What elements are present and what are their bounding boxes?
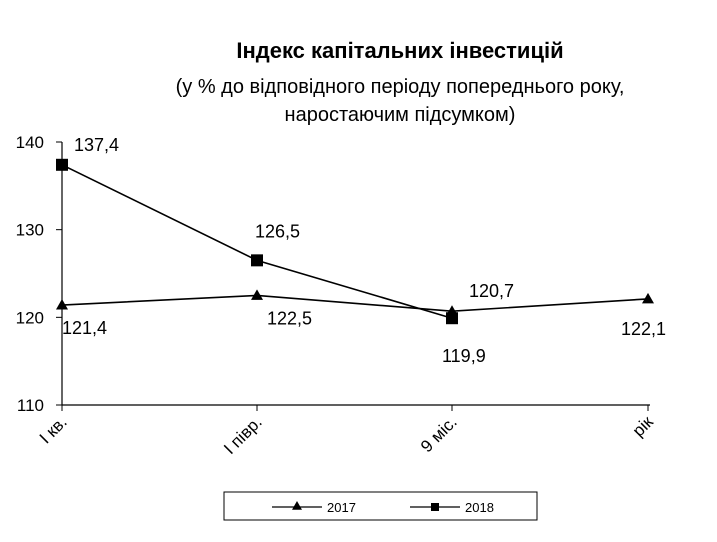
chart-subtitle-line-1: (у % до відповідного періоду попередньог… [175,76,625,98]
chart-legend: 2017 2018 [223,491,538,521]
y-tick-label: 130 [16,221,44,240]
point-marker-2017 [642,292,654,304]
chart-series-lines [61,164,649,319]
legend-label-2018: 2018 [465,500,494,515]
x-tick-label: І кв. [36,412,71,447]
chart-title: Індекс капітальних інвестицій [236,38,564,63]
chart-markers [56,158,654,325]
data-label-2017: 122,5 [267,308,312,328]
data-label-2017: 120,7 [469,281,514,301]
legend-marker-2017 [292,501,302,510]
legend-box [223,491,538,521]
y-tick-label: 140 [16,133,44,152]
point-marker-2018 [446,312,458,325]
chart-subtitle-line-2: наростаючим підсумком) [284,104,516,126]
chart-data-labels: 121,4 122,5 120,7 122,1 137,4 126,5 119,9 [62,135,666,366]
data-label-2017: 121,4 [62,318,107,338]
y-tick-label: 120 [16,308,44,327]
point-marker-2018 [251,254,263,267]
series-line-2017 [61,294,649,312]
data-label-2018: 126,5 [255,221,300,241]
y-tick-label: 110 [17,396,44,415]
x-tick-label: І півр. [220,412,266,458]
point-marker-2017 [56,299,68,310]
data-label-2018: 137,4 [74,135,119,155]
point-marker-2017 [251,289,263,300]
chart-axes: 110 120 130 140 І кв. І півр. 9 міс. рік [16,133,658,458]
legend-label-2017: 2017 [327,500,356,515]
data-label-2018: 119,9 [442,346,486,366]
data-label-2017: 122,1 [621,319,666,339]
legend-marker-2018 [431,503,439,511]
x-tick-label: 9 міс. [417,412,461,456]
x-tick-label: рік [629,412,657,440]
point-marker-2018 [56,158,68,171]
